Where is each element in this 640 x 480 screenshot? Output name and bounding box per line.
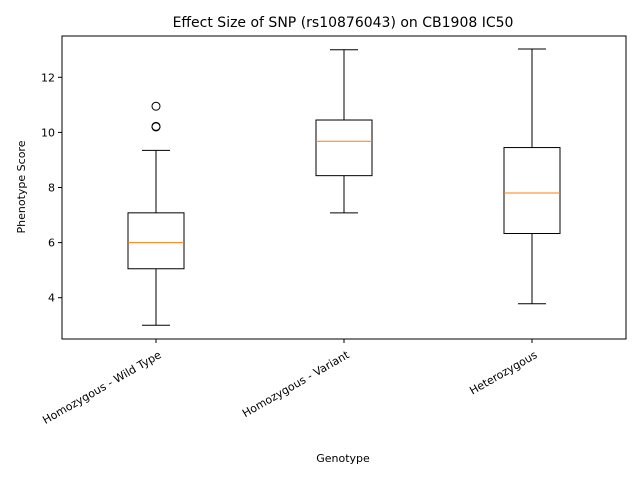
box-iqr [503,147,561,235]
x-axis: Homozygous - Wild Type Homozygous - Varia… [40,339,540,427]
box-iqr [315,119,373,177]
y-tick-label: 12 [41,71,55,84]
y-tick-label: 8 [48,182,55,195]
plot-area [127,48,561,326]
box-group [315,49,373,214]
y-axis-label: Phenotype Score [15,140,28,233]
x-tick-label: Homozygous - Variant [240,348,352,420]
y-tick-label: 10 [41,126,55,139]
x-tick-label: Homozygous - Wild Type [40,348,163,427]
box-group [127,101,185,326]
box-group [503,48,561,305]
outlier-point [151,101,161,111]
y-tick-label: 6 [48,237,55,250]
x-tick-label: Heterozygous [467,348,539,397]
y-axis: 4 6 8 10 12 [41,71,62,305]
box-iqr [127,212,185,270]
y-tick-label: 4 [48,292,55,305]
chart-title: Effect Size of SNP (rs10876043) on CB190… [173,15,514,31]
x-axis-label: Genotype [316,452,370,465]
outlier-point [151,121,161,131]
